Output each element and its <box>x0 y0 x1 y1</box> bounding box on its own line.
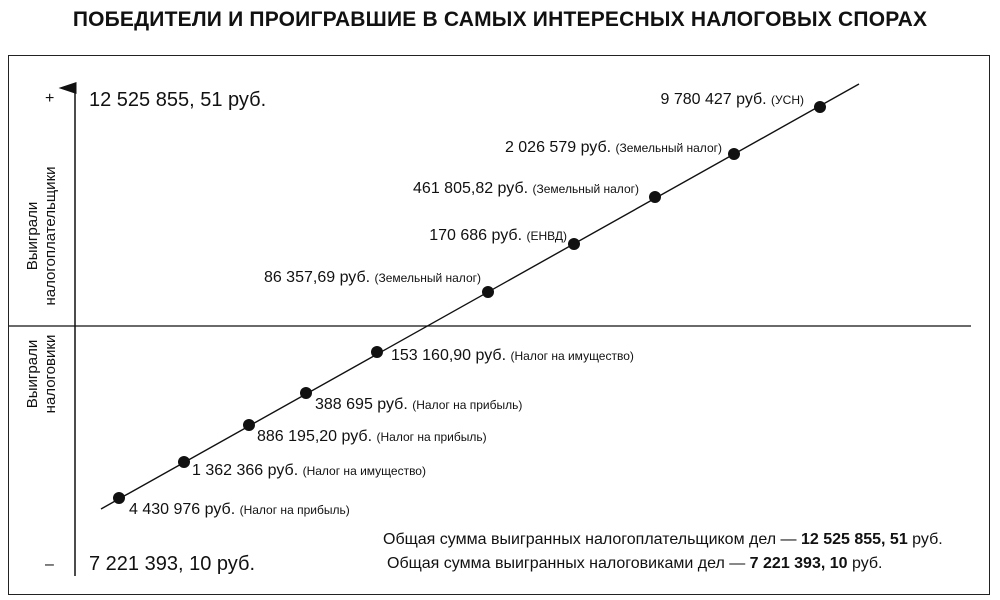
data-label-tax: (Налог на прибыль) <box>376 430 486 444</box>
data-label-tax: (УСН) <box>771 93 804 107</box>
data-point <box>178 456 190 468</box>
data-label: 1 362 366 руб. (Налог на имущество) <box>192 462 426 479</box>
data-point <box>300 387 312 399</box>
data-label-amount: 86 357,69 руб. <box>264 269 375 286</box>
data-label-tax: (Земельный налог) <box>533 182 639 196</box>
data-point <box>568 238 580 250</box>
data-label: 86 357,69 руб. (Земельный налог) <box>264 269 481 286</box>
bottom-axis-value: 7 221 393, 10 руб. <box>89 553 256 575</box>
data-point <box>371 346 383 358</box>
chart-frame: 4 430 976 руб. (Налог на прибыль) 1 362 3… <box>8 55 990 595</box>
data-label-amount: 9 780 427 руб. <box>660 91 771 108</box>
data-label-amount: 886 195,20 руб. <box>257 428 376 445</box>
data-label-amount: 388 695 руб. <box>315 396 412 413</box>
plus-sign: + <box>45 90 55 107</box>
data-label-amount: 2 026 579 руб. <box>505 139 616 156</box>
data-label: 153 160,90 руб. (Налог на имущество) <box>391 347 634 364</box>
minus-sign: – <box>45 556 54 573</box>
data-point <box>482 286 494 298</box>
tax-authorities-total: Общая сумма выигранных налоговиками дел … <box>387 555 883 572</box>
chart-svg: 4 430 976 руб. (Налог на прибыль) 1 362 3… <box>9 82 971 576</box>
chart-marks: 4 430 976 руб. (Налог на прибыль) 1 362 3… <box>113 91 826 518</box>
data-label: 886 195,20 руб. (Налог на прибыль) <box>257 428 487 445</box>
data-label-tax: (Налог на прибыль) <box>412 398 522 412</box>
upper-side-label: Выиграли налогоплательщики <box>24 166 59 306</box>
page-title: ПОБЕДИТЕЛИ И ПРОИГРАВШИЕ В САМЫХ ИНТЕРЕС… <box>72 8 928 31</box>
data-label-amount: 153 160,90 руб. <box>391 347 510 364</box>
data-label-tax: (Земельный налог) <box>375 271 481 285</box>
data-label-amount: 1 362 366 руб. <box>192 462 303 479</box>
trend-line <box>100 83 860 510</box>
top-axis-value: 12 525 855, 51 руб. <box>89 89 267 111</box>
data-label: 388 695 руб. (Налог на прибыль) <box>315 396 522 413</box>
data-label-tax: (Налог на имущество) <box>303 464 426 478</box>
data-label-amount: 170 686 руб. <box>429 227 526 244</box>
data-label: 461 805,82 руб. (Земельный налог) <box>413 180 639 197</box>
data-point <box>243 419 255 431</box>
data-point <box>814 101 826 113</box>
data-point <box>113 492 125 504</box>
data-label: 2 026 579 руб. (Земельный налог) <box>505 139 722 156</box>
data-label-amount: 461 805,82 руб. <box>413 180 532 197</box>
data-label-amount: 4 430 976 руб. <box>129 501 240 518</box>
data-label-tax: (Земельный налог) <box>616 141 722 155</box>
data-label-tax: (ЕНВД) <box>526 229 567 243</box>
lower-side-label: Выиграли налоговики <box>24 334 59 414</box>
taxpayers-total: Общая сумма выигранных налогоплательщико… <box>383 531 943 548</box>
data-label: 4 430 976 руб. (Налог на прибыль) <box>129 501 350 518</box>
data-point <box>728 148 740 160</box>
data-point <box>649 191 661 203</box>
data-label: 9 780 427 руб. (УСН) <box>660 91 804 108</box>
data-label-tax: (Налог на имущество) <box>510 349 633 363</box>
data-label: 170 686 руб. (ЕНВД) <box>429 227 567 244</box>
data-label-tax: (Налог на прибыль) <box>240 503 350 517</box>
